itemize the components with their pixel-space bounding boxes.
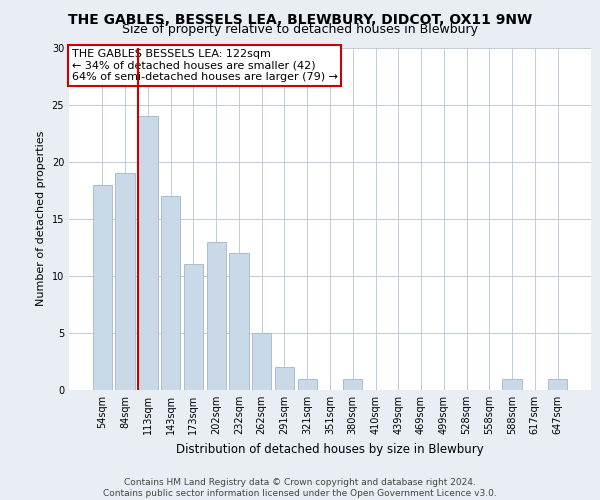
Bar: [502, 378, 522, 390]
Y-axis label: Number of detached properties: Number of detached properties: [36, 131, 46, 306]
Bar: [184, 264, 203, 390]
Bar: [343, 378, 362, 390]
Bar: [93, 184, 112, 390]
Bar: [115, 173, 135, 390]
Bar: [161, 196, 181, 390]
Bar: [229, 253, 248, 390]
Bar: [275, 367, 294, 390]
Bar: [138, 116, 158, 390]
Bar: [548, 378, 567, 390]
Bar: [206, 242, 226, 390]
Text: Size of property relative to detached houses in Blewbury: Size of property relative to detached ho…: [122, 24, 478, 36]
X-axis label: Distribution of detached houses by size in Blewbury: Distribution of detached houses by size …: [176, 442, 484, 456]
Bar: [298, 378, 317, 390]
Bar: [252, 333, 271, 390]
Text: THE GABLES BESSELS LEA: 122sqm
← 34% of detached houses are smaller (42)
64% of : THE GABLES BESSELS LEA: 122sqm ← 34% of …: [71, 49, 338, 82]
Text: THE GABLES, BESSELS LEA, BLEWBURY, DIDCOT, OX11 9NW: THE GABLES, BESSELS LEA, BLEWBURY, DIDCO…: [68, 12, 532, 26]
Text: Contains HM Land Registry data © Crown copyright and database right 2024.
Contai: Contains HM Land Registry data © Crown c…: [103, 478, 497, 498]
